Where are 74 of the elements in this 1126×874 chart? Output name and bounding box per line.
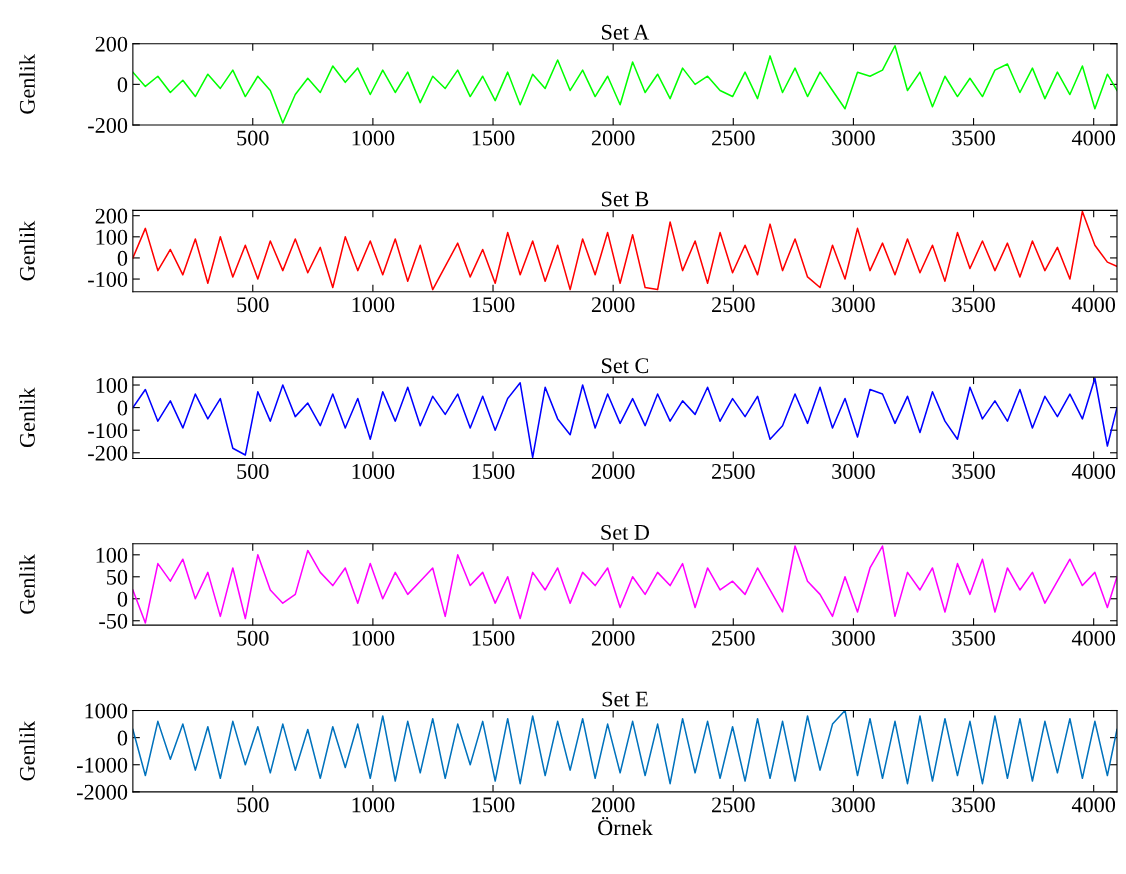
x-tick-label: 1500 (472, 797, 515, 813)
x-tick-label: 4000 (1071, 630, 1116, 646)
x-tick-label: 3500 (952, 463, 995, 479)
x-tick-label: 500 (237, 297, 269, 313)
x-tick-label: 1500 (472, 130, 515, 146)
x-tick-label: 3500 (952, 630, 995, 646)
x-tick-label: 4000 (1071, 130, 1116, 146)
chart-title: Set D (601, 524, 650, 540)
x-tick-label: 4000 (1071, 463, 1116, 479)
chart-title: Set A (602, 24, 650, 40)
y-tick-label: 0 (117, 400, 128, 416)
y-tick-label: 0 (117, 730, 128, 746)
x-tick-label: 500 (237, 463, 269, 479)
y-tick-label: -1000 (76, 757, 128, 773)
x-tick-label: 3500 (952, 130, 995, 146)
y-tick-label: -200 (88, 445, 128, 461)
x-tick-label: 1000 (352, 630, 395, 646)
y-tick-label: -100 (88, 423, 128, 439)
y-axis-title: Genlik (19, 554, 35, 614)
x-tick-label: 4000 (1071, 297, 1116, 313)
x-tick-label: 2500 (712, 630, 755, 646)
x-tick-label: 2000 (591, 797, 635, 813)
x-tick-label: 2000 (591, 130, 635, 146)
x-tick-label: 500 (237, 630, 269, 646)
y-tick-label: 0 (117, 250, 128, 266)
line-series (132, 44, 1117, 124)
y-tick-label: 200 (95, 36, 128, 52)
y-tick-label: -2000 (76, 784, 128, 800)
y-tick-label: 100 (96, 377, 128, 393)
x-tick-label: 2000 (591, 463, 635, 479)
x-tick-label: 2500 (712, 797, 755, 813)
x-tick-label: 3000 (832, 630, 875, 646)
line-series (132, 377, 1117, 459)
x-tick-label: 500 (237, 130, 269, 146)
x-tick-label: 3000 (832, 130, 875, 146)
x-tick-label: 500 (237, 797, 269, 813)
y-tick-label: 50 (107, 569, 128, 585)
x-tick-label: 3000 (832, 297, 875, 313)
x-tick-label: 1000 (352, 130, 395, 146)
chart-title: Set B (602, 191, 649, 207)
x-tick-label: 2000 (591, 630, 635, 646)
x-tick-label: 2500 (712, 130, 755, 146)
y-axis-title: Genlik (19, 220, 35, 281)
y-tick-label: -50 (99, 613, 128, 629)
line-series (132, 545, 1117, 624)
y-axis-title: Genlik (19, 387, 35, 448)
line-series (132, 210, 1117, 291)
y-tick-label: 1000 (85, 703, 128, 719)
x-tick-label: 1000 (352, 463, 395, 479)
y-tick-label: 0 (117, 591, 128, 607)
x-tick-label: 1500 (472, 297, 515, 313)
y-tick-label: 100 (96, 547, 128, 563)
x-tick-label: 3000 (832, 797, 875, 813)
x-tick-label: 3500 (952, 297, 995, 313)
x-tick-label: 1000 (352, 297, 395, 313)
y-tick-label: -100 (88, 271, 128, 287)
x-tick-label: 2000 (591, 297, 635, 313)
x-tick-label: 3000 (832, 463, 875, 479)
x-tick-label: 1500 (472, 630, 515, 646)
y-tick-label: -200 (88, 117, 128, 133)
x-tick-label: 2500 (712, 463, 755, 479)
y-axis-title: Genlik (19, 54, 35, 114)
x-tick-label: 4000 (1071, 797, 1116, 813)
chart-title: Set C (602, 358, 649, 374)
y-tick-label: 0 (117, 77, 128, 93)
x-tick-label: 1000 (352, 797, 395, 813)
x-tick-label: 1500 (472, 463, 515, 479)
chart-title: Set E (602, 691, 648, 707)
x-tick-label: 3500 (952, 797, 995, 813)
y-axis-title: Genlik (19, 720, 35, 781)
y-tick-label: 100 (96, 229, 128, 245)
x-tick-label: 2500 (712, 297, 755, 313)
x-axis-title: Örnek (598, 817, 653, 836)
y-tick-label: 200 (95, 208, 128, 224)
